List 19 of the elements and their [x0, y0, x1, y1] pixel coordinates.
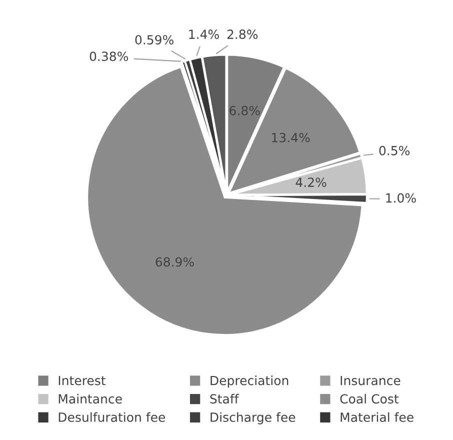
legend-label: Insurance	[340, 376, 400, 386]
legend-label: Staff	[210, 394, 239, 404]
legend-label: Depreciation	[210, 376, 288, 388]
data-label: 0.5%	[379, 146, 410, 156]
data-label: 4.2%	[296, 178, 326, 188]
legend-label: Material fee	[340, 412, 414, 422]
legend-label: Discharge fee	[210, 412, 296, 424]
data-label: 0.59%	[135, 35, 174, 45]
legend-label: Maintance	[58, 394, 122, 404]
data-label: 68.9%	[156, 257, 194, 267]
data-label: 2.8%	[227, 30, 258, 40]
data-label: 1.4%	[189, 30, 219, 40]
data-label: 1.0%	[386, 193, 416, 203]
legend-label: Interest	[58, 376, 106, 386]
legend-label: Coal Cost	[340, 394, 399, 404]
data-label: 13.4%	[272, 132, 310, 142]
legend-label: Desulfuration fee	[58, 412, 166, 422]
data-label: 0.38%	[90, 52, 128, 62]
data-label: 6.8%	[230, 106, 260, 116]
